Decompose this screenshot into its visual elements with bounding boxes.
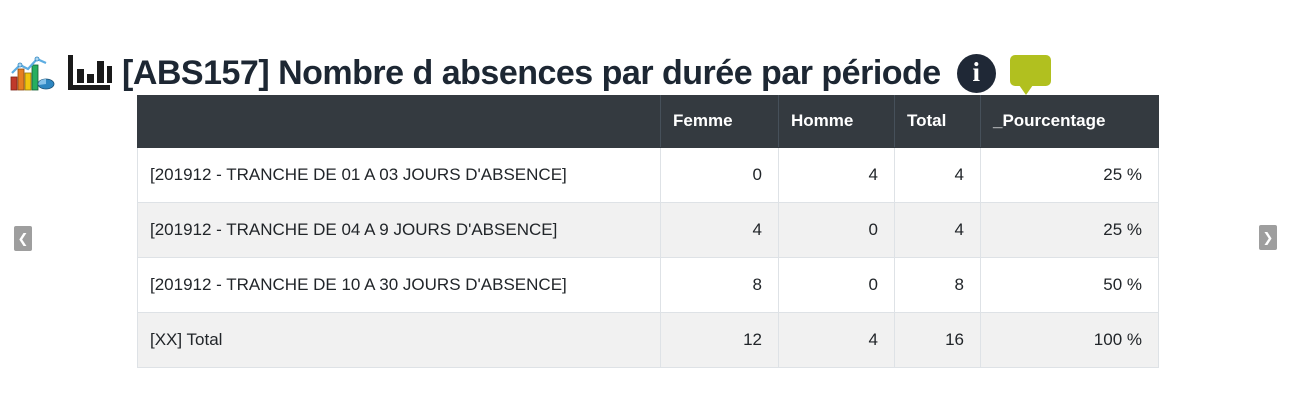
cell-total: 16 <box>894 312 981 368</box>
cell-total: 8 <box>894 257 981 313</box>
info-button[interactable]: i <box>956 53 996 93</box>
cell-homme: 0 <box>778 202 895 258</box>
page-title: [ABS157] Nombre d absences par durée par… <box>122 53 941 92</box>
cell-total: 4 <box>894 147 981 203</box>
cell-femme: 8 <box>660 257 779 313</box>
row-label: [XX] Total <box>137 312 661 368</box>
row-label: [201912 - TRANCHE DE 01 A 03 JOURS D'ABS… <box>137 147 661 203</box>
cell-homme: 4 <box>778 312 895 368</box>
cell-pourcentage: 25 % <box>980 202 1159 258</box>
next-report-button[interactable]: ❯ <box>1259 225 1277 250</box>
cell-pourcentage: 100 % <box>980 312 1159 368</box>
bar-chart-view-icon[interactable] <box>66 53 112 93</box>
report-header: [ABS157] Nombre d absences par durée par… <box>10 30 1051 116</box>
cell-femme: 4 <box>660 202 779 258</box>
header-cell-label <box>137 95 661 148</box>
cell-homme: 0 <box>778 257 895 313</box>
comment-button[interactable] <box>1009 54 1051 95</box>
absence-table: Femme Homme Total _Pourcentage [201912 -… <box>137 95 1159 368</box>
table-row: [201912 - TRANCHE DE 10 A 30 JOURS D'ABS… <box>137 257 1159 313</box>
header-cell-femme: Femme <box>660 95 779 148</box>
header-cell-homme: Homme <box>778 95 895 148</box>
header-cell-total: Total <box>894 95 981 148</box>
cell-pourcentage: 25 % <box>980 147 1159 203</box>
table-header-row: Femme Homme Total _Pourcentage <box>137 95 1159 148</box>
row-label: [201912 - TRANCHE DE 04 A 9 JOURS D'ABSE… <box>137 202 661 258</box>
cell-pourcentage: 50 % <box>980 257 1159 313</box>
cell-homme: 4 <box>778 147 895 203</box>
previous-report-button[interactable]: ❮ <box>14 226 32 251</box>
table-total-row: [XX] Total 12 4 16 100 % <box>137 312 1159 368</box>
header-cell-pourcentage: _Pourcentage <box>980 95 1159 148</box>
table-row: [201912 - TRANCHE DE 01 A 03 JOURS D'ABS… <box>137 147 1159 203</box>
table-row: [201912 - TRANCHE DE 04 A 9 JOURS D'ABSE… <box>137 202 1159 258</box>
row-label: [201912 - TRANCHE DE 10 A 30 JOURS D'ABS… <box>137 257 661 313</box>
cell-total: 4 <box>894 202 981 258</box>
cell-femme: 0 <box>660 147 779 203</box>
colorful-statistics-chart-icon <box>10 56 55 91</box>
cell-femme: 12 <box>660 312 779 368</box>
info-icon: i <box>972 56 980 87</box>
